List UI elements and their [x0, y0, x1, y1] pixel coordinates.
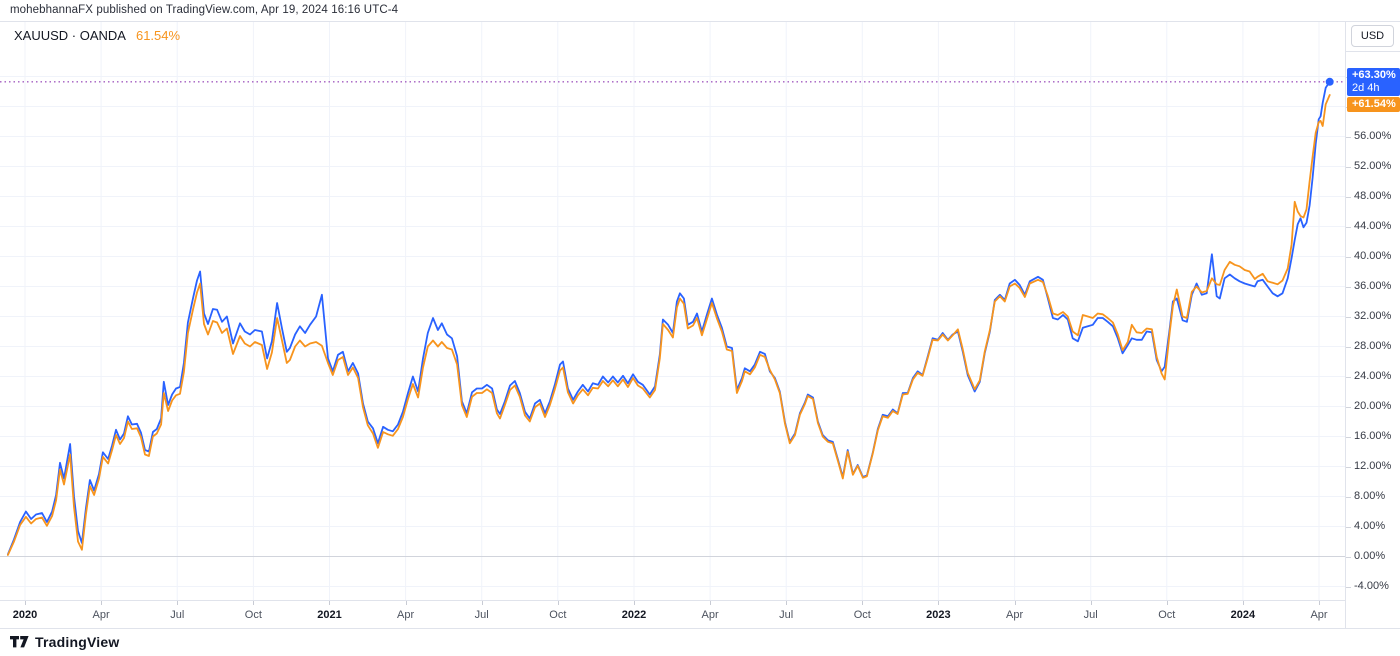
x-axis-tick [253, 601, 255, 605]
x-axis-tick [101, 601, 103, 605]
x-axis-label: Apr [701, 609, 719, 621]
time-axis[interactable]: 2020 Apr Jul Oct 2021 Apr Jul Oct 2022 Apr Jul Oct 2… [0, 600, 1345, 628]
y-axis-label: 52.00% [1354, 160, 1392, 172]
y-axis-tick [1346, 136, 1351, 138]
symbol-change-value: 61.54% [135, 28, 181, 43]
x-axis-label: Oct [1158, 609, 1176, 621]
main-series-change-label: +63.30% [1352, 68, 1396, 81]
main-series-price-badge: +63.30% 2d 4h [1347, 67, 1400, 96]
y-axis-label: -4.00% [1354, 580, 1389, 592]
bar-countdown: 2d 4h [1352, 81, 1380, 94]
x-axis-label: Jul [474, 609, 489, 621]
x-axis-tick [24, 601, 26, 605]
attribution-footer: TradingView [0, 629, 1400, 656]
publish-info-bar: mohebhannaFX published on TradingView.co… [0, 0, 1400, 22]
x-axis-tick [1014, 601, 1016, 605]
tradingview-logo-icon [10, 636, 29, 648]
x-axis-label: Jul [1083, 609, 1098, 621]
y-axis-tick [1346, 166, 1351, 168]
price-chart[interactable] [0, 22, 1345, 600]
symbol-name: XAUUSD · OANDA [14, 28, 126, 43]
x-axis-tick [405, 601, 407, 605]
symbol-legend[interactable]: XAUUSD · OANDA 61.54% [14, 28, 180, 43]
x-axis-label: Jul [170, 609, 185, 621]
y-axis-tick [1346, 466, 1351, 468]
y-axis-label: 48.00% [1354, 190, 1392, 202]
x-axis-label: Oct [549, 609, 567, 621]
y-axis-tick [1346, 406, 1351, 408]
x-axis-tick [633, 601, 635, 605]
y-axis-tick [1346, 556, 1351, 558]
y-axis-tick [1346, 196, 1351, 198]
y-axis-tick [1346, 226, 1351, 228]
x-axis-label: Apr [1005, 609, 1024, 621]
y-axis-tick [1346, 526, 1351, 528]
chart-plot-area[interactable]: XAUUSD · OANDA 61.54% [0, 22, 1345, 600]
x-axis-label: 2020 [12, 609, 38, 621]
y-axis-tick [1346, 496, 1351, 498]
y-axis-tick [1346, 436, 1351, 438]
x-axis-tick [786, 601, 788, 605]
compare-series-change-label: +61.54% [1352, 97, 1396, 110]
y-axis-tick [1346, 376, 1351, 378]
compare-series-price-badge: +61.54% [1347, 96, 1400, 112]
y-axis-label: 56.00% [1354, 130, 1392, 142]
x-axis-label: Oct [244, 609, 262, 621]
x-axis-tick [710, 601, 712, 605]
x-axis-tick [1090, 601, 1092, 605]
y-axis-tick [1346, 346, 1351, 348]
currency-usd-button[interactable]: USD [1351, 25, 1394, 47]
time-axis-bottom-border [0, 628, 1400, 629]
y-axis-label: 12.00% [1354, 460, 1392, 472]
x-axis-label: 2022 [621, 609, 647, 621]
x-axis-label: Apr [92, 609, 110, 621]
x-axis-tick [557, 601, 559, 605]
x-axis-tick [938, 601, 940, 605]
x-axis-label: Apr [397, 609, 415, 621]
y-axis-tick [1346, 286, 1351, 288]
y-axis-label: 4.00% [1354, 520, 1386, 532]
x-axis-tick [1319, 601, 1321, 605]
x-axis-tick [481, 601, 483, 605]
x-axis-tick [177, 601, 179, 605]
x-axis-tick [862, 601, 864, 605]
x-axis-label: 2024 [1230, 609, 1256, 621]
y-axis-label: 20.00% [1354, 400, 1392, 412]
y-axis-label: 24.00% [1354, 370, 1392, 382]
y-axis-tick [1346, 256, 1351, 258]
y-axis-label: 8.00% [1354, 490, 1386, 502]
y-axis-label: 32.00% [1354, 310, 1392, 322]
y-axis-label: 36.00% [1354, 280, 1392, 292]
x-axis-label: Apr [1310, 609, 1328, 621]
y-axis-label: 0.00% [1354, 550, 1386, 562]
x-axis-label: 2023 [926, 609, 951, 621]
x-axis-label: Jul [779, 609, 794, 621]
series-line-blue [7, 80, 1331, 556]
y-axis-label: 44.00% [1354, 220, 1392, 232]
y-axis-label: 16.00% [1354, 430, 1392, 442]
y-axis-tick [1346, 316, 1351, 318]
y-axis-label: 40.00% [1354, 250, 1392, 262]
x-axis-label: Oct [853, 609, 871, 621]
x-axis-tick [1242, 601, 1244, 605]
tradingview-brand-text: TradingView [35, 634, 120, 650]
x-axis-tick [1166, 601, 1168, 605]
x-axis-tick [329, 601, 331, 605]
y-axis-label: 28.00% [1354, 340, 1392, 352]
publish-info-text: mohebhannaFX published on TradingView.co… [10, 4, 399, 16]
tradingview-attribution[interactable]: TradingView [10, 634, 119, 650]
x-axis-label: 2021 [317, 609, 342, 621]
y-axis-tick [1346, 586, 1351, 588]
price-scale[interactable]: USD +63.30% 2d 4h +61.54% 64.00%60.00%56… [1345, 22, 1400, 628]
price-scale-header: USD [1346, 22, 1400, 52]
last-price-marker [1325, 77, 1334, 86]
series-line-orange [7, 94, 1331, 556]
